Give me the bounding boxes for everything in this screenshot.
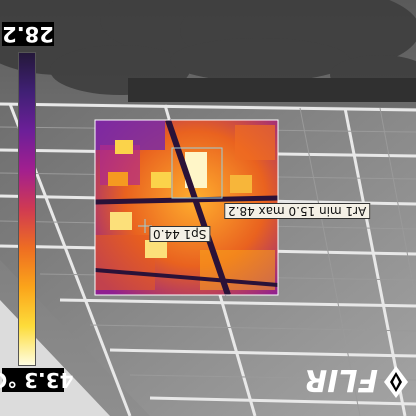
area-measurement-label: Ar1 min 15.0 max 48.2 bbox=[224, 203, 371, 219]
area-measure-box bbox=[171, 147, 223, 199]
flir-logo: FLIR bbox=[290, 360, 410, 404]
flir-logo-text: FLIR bbox=[304, 362, 378, 397]
spot-measurement-label: Sp1 44.0 bbox=[149, 226, 211, 242]
scale-max-label: 28.2 bbox=[2, 22, 54, 46]
scale-min-label: 43.3 °C bbox=[0, 368, 74, 392]
flir-logo-icon: FLIR bbox=[304, 362, 408, 398]
temperature-scale-bar bbox=[18, 52, 36, 366]
roof-edge bbox=[128, 78, 416, 102]
